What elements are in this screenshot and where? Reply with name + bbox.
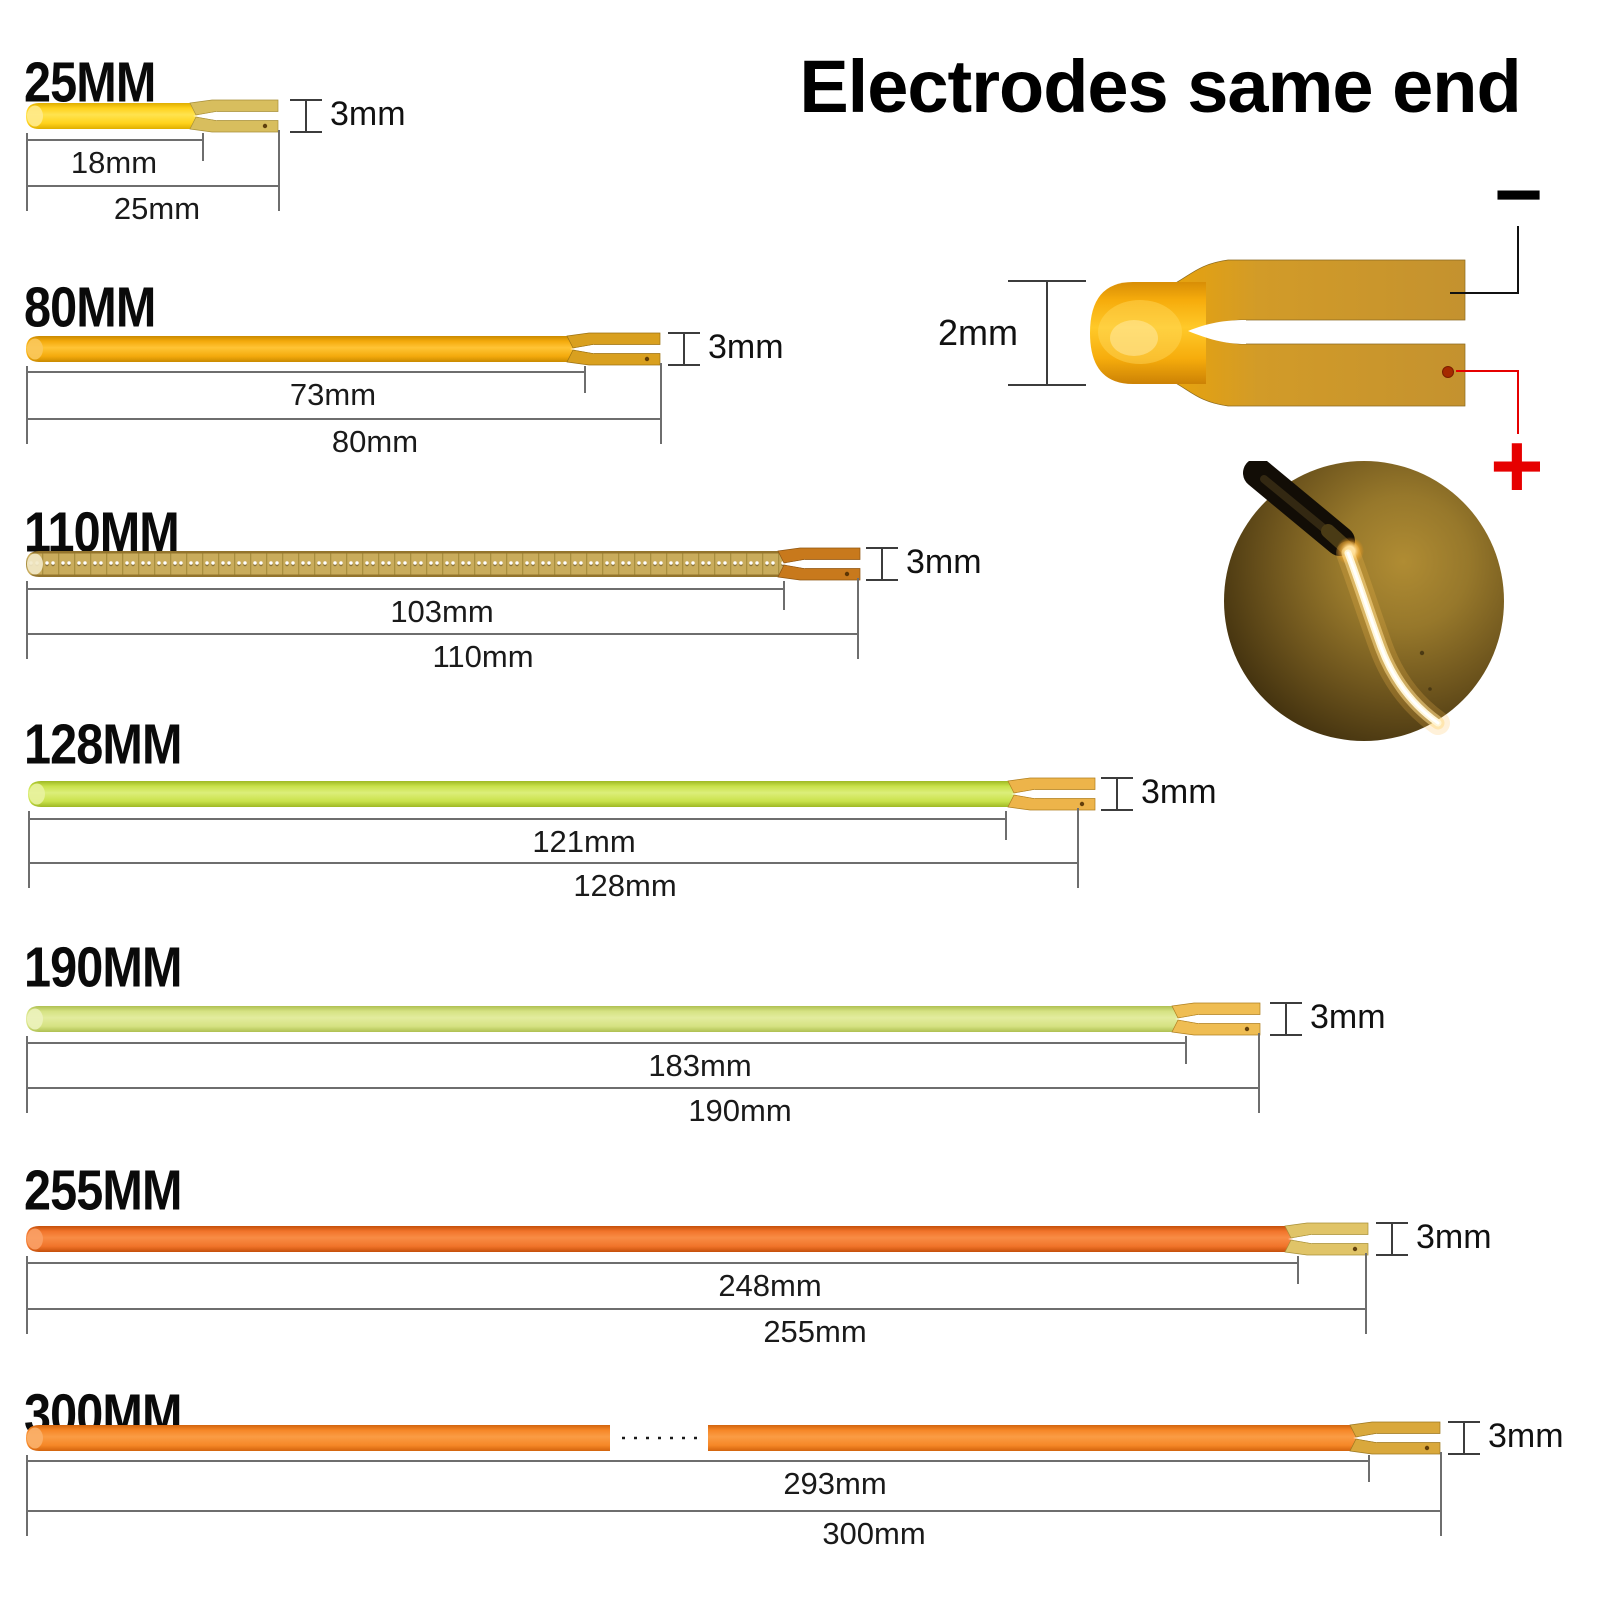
thickness-label: 3mm	[708, 328, 784, 366]
thickness-label: 3mm	[906, 543, 982, 581]
thickness-stem	[1116, 777, 1118, 811]
thickness-label: 3mm	[1310, 998, 1386, 1036]
thickness-label: 3mm	[330, 95, 406, 133]
thickness-label: 3mm	[1488, 1417, 1564, 1455]
detail-width-label: 2mm	[938, 312, 1018, 353]
dimension-label-inner: 103mm	[390, 594, 494, 629]
filament-strip-255mm	[26, 1222, 1369, 1256]
dimension-label-inner: 73mm	[289, 377, 377, 412]
dimension-extension-left	[26, 133, 28, 211]
strip-length-label: 255MM	[24, 1159, 182, 1223]
dimension-label-inner: 293mm	[783, 1466, 887, 1501]
detail-bottom-electrode	[1169, 332, 1466, 407]
dimension-extension-left	[26, 1256, 28, 1334]
dimension-label-outer: 110mm	[432, 639, 534, 674]
dimension-label-inner: 183mm	[648, 1048, 752, 1083]
dimension-label-outer: 80mm	[331, 424, 419, 459]
dimension-line-inner	[26, 588, 783, 590]
dimension-line-outer	[28, 862, 1077, 864]
thickness-label: 3mm	[1416, 1218, 1492, 1256]
dimension-extension-outer-right	[1365, 1253, 1367, 1334]
dimension-extension-left	[26, 581, 28, 659]
strip-length-label: 128MM	[24, 713, 182, 777]
plus-icon: +	[1490, 415, 1544, 517]
positive-leader-vertical	[1517, 370, 1519, 434]
negative-leader-vertical	[1517, 226, 1519, 293]
thickness-stem	[1285, 1002, 1287, 1036]
dimension-extension-left	[26, 1036, 28, 1113]
thickness-stem	[1391, 1222, 1393, 1256]
electrode-detail-drawing	[1090, 259, 1466, 407]
dimension-line-inner	[26, 1262, 1297, 1264]
dimension-label-inner: 248mm	[718, 1268, 822, 1303]
thickness-stem	[305, 99, 307, 133]
dimension-extension-left	[28, 811, 30, 888]
dimension-label-inner: 121mm	[532, 824, 636, 859]
thickness-stem	[683, 332, 685, 366]
dimension-line-inner	[26, 371, 584, 373]
thickness-stem	[881, 547, 883, 581]
dimension-extension-outer-right	[1440, 1452, 1442, 1536]
dimension-line-outer	[26, 1308, 1365, 1310]
dimension-extension-inner-right	[1297, 1256, 1299, 1284]
dimension-label-outer: 128mm	[573, 868, 677, 903]
dimension-line-outer	[26, 1510, 1440, 1512]
filament-strip-80mm	[26, 332, 661, 366]
lit-filament-drawing	[1243, 458, 1450, 735]
dimension-extension-outer-right	[1077, 808, 1079, 888]
filament-strip-25mm	[26, 99, 279, 133]
dimension-label-outer: 190mm	[688, 1093, 792, 1128]
dimension-label-outer: 25mm	[113, 191, 201, 226]
dimension-line-outer	[26, 418, 660, 420]
dimension-extension-left	[26, 1455, 28, 1536]
filament-strip-128mm	[28, 777, 1096, 811]
dimension-extension-inner-right	[1368, 1455, 1370, 1482]
negative-leader-horizontal	[1450, 292, 1519, 294]
dimension-extension-inner-right	[783, 581, 785, 610]
dimension-line-inner	[28, 818, 1005, 820]
dimension-extension-outer-right	[857, 578, 859, 659]
detail-slot	[1188, 320, 1246, 344]
dimension-line-inner	[26, 1460, 1368, 1462]
strip-length-label: 80MM	[24, 276, 156, 340]
dimension-line-outer	[26, 633, 857, 635]
dimension-extension-outer-right	[278, 130, 280, 211]
dimension-label-inner: 18mm	[70, 145, 158, 180]
minus-icon: −	[1494, 147, 1544, 241]
dimension-label-outer: 300mm	[822, 1516, 926, 1551]
dimension-label-outer: 255mm	[763, 1314, 867, 1349]
dimension-extension-inner-right	[584, 366, 586, 393]
filament-strip-300mm	[26, 1421, 1441, 1455]
dimension-line-inner	[26, 1042, 1185, 1044]
strip-length-label: 190MM	[24, 936, 182, 1000]
dimension-extension-inner-right	[1185, 1036, 1187, 1064]
page-title: Electrodes same end	[799, 45, 1521, 128]
detail-positive-solder-dot	[1442, 366, 1454, 378]
dimension-extension-inner-right	[202, 133, 204, 161]
dimension-extension-inner-right	[1005, 811, 1007, 840]
thickness-label: 3mm	[1141, 773, 1217, 811]
dimension-line-inner	[26, 139, 202, 141]
lit-filament-photo	[1224, 458, 1504, 741]
filament-strip-110mm	[26, 547, 861, 581]
positive-leader-horizontal	[1456, 370, 1519, 372]
dimension-line-outer	[26, 1087, 1258, 1089]
filament-strip-190mm	[26, 1002, 1261, 1036]
glowing-filament	[1336, 541, 1450, 735]
thickness-stem	[1463, 1421, 1465, 1455]
dimension-extension-left	[26, 366, 28, 444]
detail-bracket-stem	[1046, 280, 1048, 386]
detail-top-electrode	[1169, 259, 1466, 331]
dimension-extension-outer-right	[660, 363, 662, 444]
dimension-extension-outer-right	[1258, 1033, 1260, 1113]
dimension-line-outer	[26, 185, 278, 187]
